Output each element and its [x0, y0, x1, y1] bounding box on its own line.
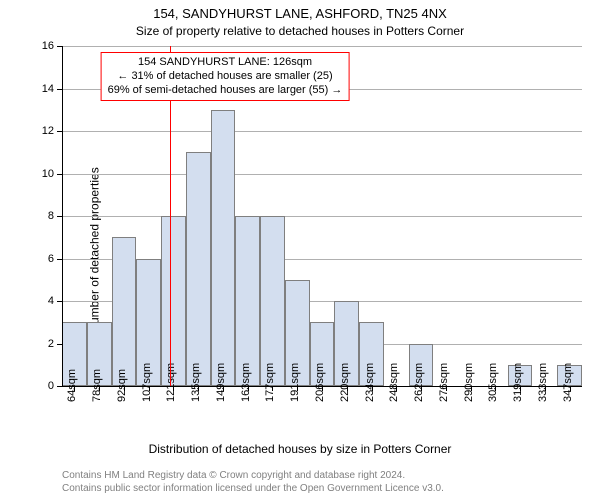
y-tick-label: 14: [32, 83, 54, 95]
x-axis-label: Distribution of detached houses by size …: [0, 442, 600, 456]
grid-line: [62, 174, 582, 175]
histogram-bar: [235, 216, 260, 386]
chart-page: { "chart": { "type": "histogram", "title…: [0, 0, 600, 500]
y-tick-label: 0: [32, 380, 54, 392]
x-axis-line: [62, 386, 582, 387]
attribution-line-2: Contains public sector information licen…: [62, 483, 444, 496]
grid-line: [62, 131, 582, 132]
histogram-bar: [260, 216, 285, 386]
annotation-line-1: 154 SANDYHURST LANE: 126sqm: [108, 56, 343, 70]
y-tick-label: 4: [32, 295, 54, 307]
y-tick-label: 8: [32, 210, 54, 222]
y-tick-label: 12: [32, 125, 54, 137]
chart-subtitle: Size of property relative to detached ho…: [0, 24, 600, 38]
y-tick-label: 16: [32, 40, 54, 52]
histogram-bar: [161, 216, 186, 386]
grid-line: [62, 216, 582, 217]
chart-title: 154, SANDYHURST LANE, ASHFORD, TN25 4NX: [0, 6, 600, 21]
y-tick-label: 6: [32, 253, 54, 265]
y-axis-line: [62, 46, 63, 386]
annotation-box: 154 SANDYHURST LANE: 126sqm ← 31% of det…: [101, 52, 350, 101]
annotation-line-3: 69% of semi-detached houses are larger (…: [108, 84, 343, 98]
y-tick-label: 2: [32, 338, 54, 350]
histogram-bar: [186, 152, 211, 386]
grid-line: [62, 46, 582, 47]
annotation-line-2: ← 31% of detached houses are smaller (25…: [108, 70, 343, 84]
histogram-bar: [211, 110, 236, 386]
attribution-line-1: Contains HM Land Registry data © Crown c…: [62, 470, 444, 483]
attribution-text: Contains HM Land Registry data © Crown c…: [62, 470, 444, 495]
histogram-bar: [112, 237, 137, 386]
y-tick-label: 10: [32, 168, 54, 180]
